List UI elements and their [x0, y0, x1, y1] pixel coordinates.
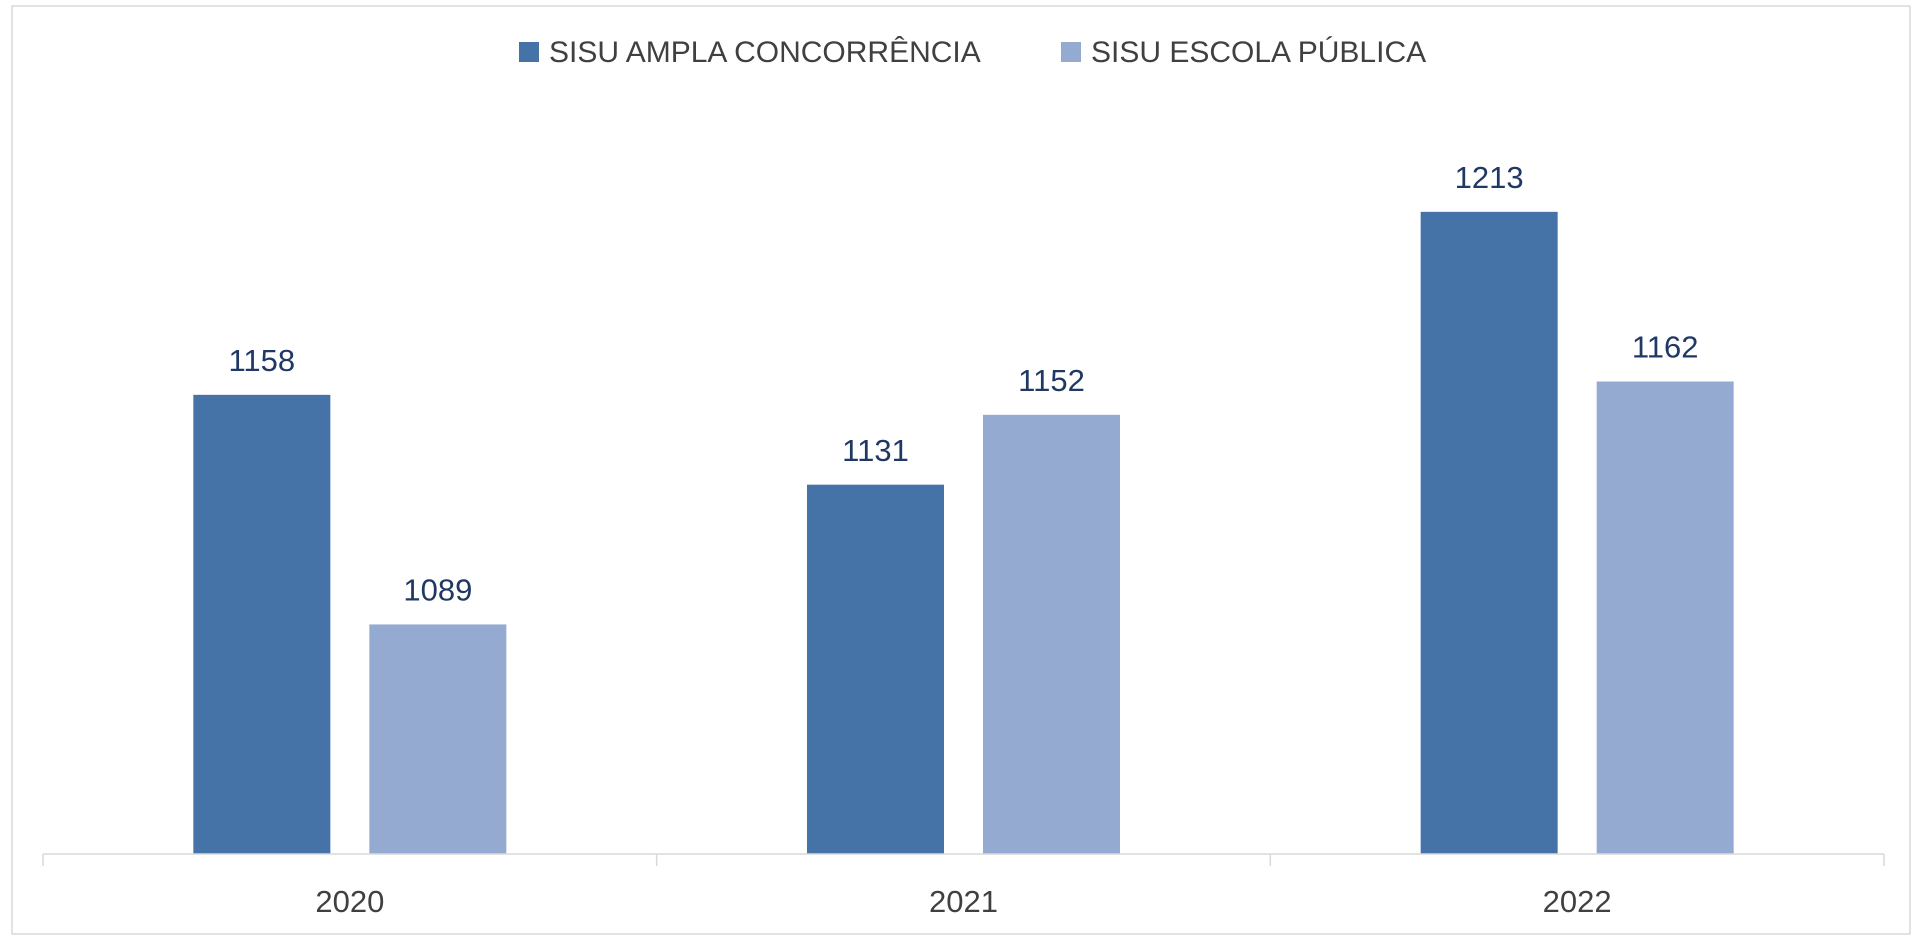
bar [193, 394, 331, 854]
data-label: 1131 [842, 433, 909, 468]
x-tick-label: 2022 [1543, 884, 1612, 919]
legend-label: SISU ESCOLA PÚBLICA [1091, 36, 1426, 69]
data-label: 1158 [228, 343, 295, 378]
chart-border [11, 5, 1911, 935]
bar [983, 414, 1120, 854]
x-tick-label: 2021 [929, 884, 998, 919]
bar [369, 624, 507, 854]
legend-swatch [519, 42, 539, 62]
x-tick-label: 2020 [315, 884, 384, 919]
data-label: 1213 [1455, 160, 1524, 195]
data-label: 1162 [1632, 330, 1699, 365]
bar [1596, 381, 1734, 854]
bar [1420, 211, 1558, 854]
data-label: 1152 [1018, 363, 1085, 398]
data-label: 1089 [403, 573, 472, 608]
legend-label: SISU AMPLA CONCORRÊNCIA [549, 36, 981, 69]
legend-swatch [1061, 42, 1081, 62]
bar [807, 484, 944, 854]
